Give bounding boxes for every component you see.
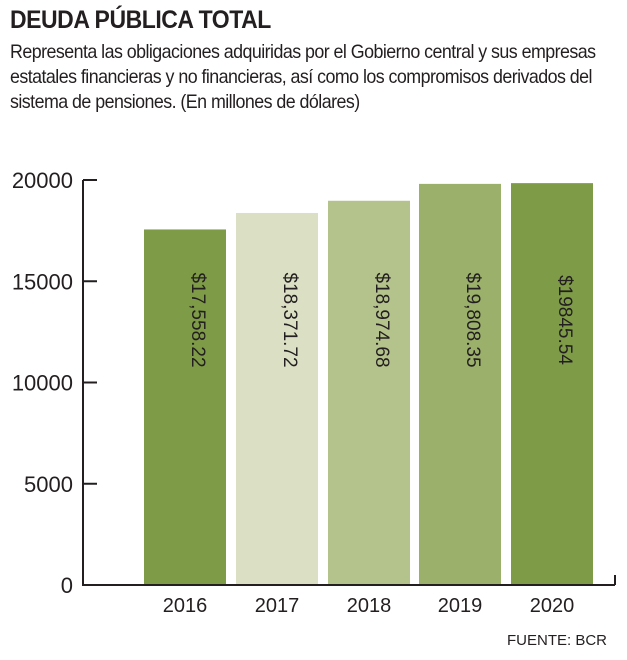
x-tick-label-2018: 2018 <box>347 595 392 617</box>
data-label-2016: $17,558.22 <box>187 272 208 367</box>
x-tick-label-2020: 2020 <box>530 595 575 617</box>
y-tick-label-20000: 20000 <box>12 168 73 193</box>
chart-subtitle: Representa las obligaciones adquiridas p… <box>10 41 596 113</box>
bar-2016 <box>144 229 226 585</box>
y-tick-label-10000: 10000 <box>12 371 73 396</box>
x-tick-label-2017: 2017 <box>255 595 300 617</box>
y-tick-label-15000: 15000 <box>12 269 73 294</box>
bar-2019 <box>419 183 501 585</box>
x-tick-label-2019: 2019 <box>438 595 483 617</box>
bar-2018 <box>328 200 410 585</box>
chart-title: DEUDA PÚBLICA TOTAL <box>10 6 271 34</box>
data-label-2018: $18,974.68 <box>371 272 392 367</box>
data-label-2019: $19,808.35 <box>462 272 483 367</box>
bar-2017 <box>236 212 318 586</box>
bar-2020 <box>511 183 593 585</box>
y-tick-label-5000: 5000 <box>24 472 73 497</box>
source-note: FUENTE: BCR <box>506 632 607 649</box>
x-tick-label-2016: 2016 <box>163 595 208 617</box>
data-label-2017: $18,371.72 <box>279 272 300 367</box>
y-tick-label-0: 0 <box>61 573 73 598</box>
data-label-2020: $19845.54 <box>554 275 575 365</box>
